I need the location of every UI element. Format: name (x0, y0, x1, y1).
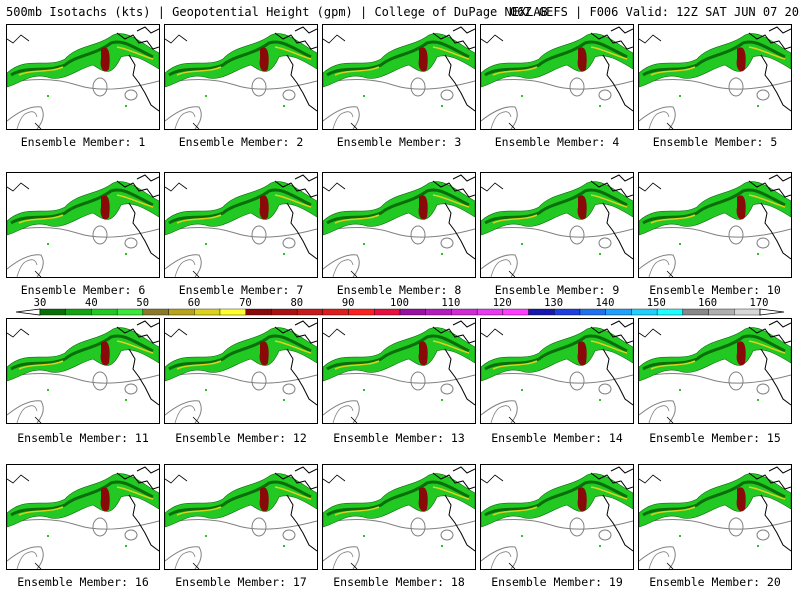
ensemble-member-map (480, 172, 634, 278)
colorbar-swatch (116, 308, 144, 316)
ensemble-member-label: Ensemble Member: 12 (175, 431, 307, 445)
ensemble-member-label: Ensemble Member: 3 (336, 135, 462, 149)
title-text: 500mb Isotachs (kts) | Geopotential Heig… (6, 5, 548, 19)
colorbar-tick-label: 100 (390, 297, 409, 309)
colorbar-swatch (296, 308, 324, 316)
colorbar-tick-label: 140 (595, 297, 615, 309)
ensemble-member-map (480, 464, 634, 570)
ensemble-member-map (164, 24, 318, 130)
ensemble-member-map (6, 318, 160, 424)
ensemble-member-map (164, 318, 318, 424)
ensemble-member-label: Ensemble Member: 15 (649, 431, 781, 445)
ensemble-member-label: Ensemble Member: 11 (17, 431, 149, 445)
ensemble-member-label: Ensemble Member: 7 (178, 283, 304, 297)
ensemble-member-map (638, 464, 792, 570)
ensemble-member-map (322, 464, 476, 570)
colorbar-swatch (245, 308, 272, 316)
ensemble-member-label: Ensemble Member: 10 (649, 283, 781, 297)
colorbar-swatch (374, 308, 401, 316)
ensemble-member-label: Ensemble Member: 1 (20, 135, 146, 149)
colorbar-swatch (682, 308, 709, 316)
colorbar-swatch (656, 308, 684, 316)
run-info: 06Z GEFS | F006 Valid: 12Z SAT JUN 07 20… (510, 5, 800, 19)
map-title: 500mb Isotachs (kts) | Geopotential Heig… (6, 4, 800, 20)
colorbar-tick-label: 70 (239, 297, 252, 309)
ensemble-member-label: Ensemble Member: 18 (333, 575, 465, 589)
colorbar-swatch (631, 308, 658, 316)
ensemble-member-label: Ensemble Member: 19 (491, 575, 623, 589)
colorbar-swatch (734, 308, 761, 316)
colorbar-swatch (142, 308, 169, 316)
colorbar-tick-label: 160 (698, 297, 718, 309)
ensemble-member-map (480, 24, 634, 130)
ensemble-member-map (638, 24, 792, 130)
ensemble-member-label: Ensemble Member: 14 (491, 431, 623, 445)
colorbar-swatch (528, 308, 555, 316)
colorbar-tick-label: 60 (187, 297, 201, 309)
colorbar-tick-label: 170 (749, 297, 769, 309)
colorbar-swatch (476, 308, 504, 316)
colorbar-tick-label: 120 (492, 297, 512, 309)
colorbar-swatch (579, 308, 606, 316)
ensemble-member-map (322, 24, 476, 130)
colorbar-swatch (322, 308, 349, 316)
colorbar-tick-label: 30 (33, 297, 47, 309)
colorbar-swatch (399, 308, 426, 316)
colorbar-tick-label: 80 (290, 297, 304, 309)
ensemble-member-map (6, 172, 160, 278)
ensemble-member-map (6, 24, 160, 130)
colorbar-swatch (271, 308, 298, 316)
colorbar-swatch (65, 308, 92, 316)
colorbar-swatch (194, 308, 221, 316)
colorbar-swatch (605, 308, 632, 316)
colorbar-swatch (91, 308, 118, 316)
colorbar-swatch (348, 308, 375, 316)
isotach-colorbar (15, 308, 785, 316)
ensemble-member-map (6, 464, 160, 570)
ensemble-member-map (164, 464, 318, 570)
colorbar-swatch (502, 308, 529, 316)
colorbar-tick-label: 150 (646, 297, 666, 309)
colorbar-tick-label: 90 (341, 297, 355, 309)
ensemble-member-map (164, 172, 318, 278)
ensemble-member-label: Ensemble Member: 6 (20, 283, 146, 297)
colorbar-left-arrow (15, 308, 41, 316)
colorbar-right-arrow (759, 308, 785, 316)
ensemble-member-map (322, 172, 476, 278)
colorbar-tick-label: 130 (544, 297, 564, 309)
ensemble-member-label: Ensemble Member: 5 (652, 135, 778, 149)
colorbar-tick-label: 110 (441, 297, 461, 309)
ensemble-member-label: Ensemble Member: 20 (649, 575, 781, 589)
colorbar-tick-label: 40 (85, 297, 98, 309)
ensemble-member-label: Ensemble Member: 16 (17, 575, 149, 589)
ensemble-member-label: Ensemble Member: 13 (333, 431, 465, 445)
ensemble-member-label: Ensemble Member: 4 (494, 135, 620, 149)
ensemble-member-map (638, 318, 792, 424)
ensemble-member-map (480, 318, 634, 424)
colorbar-tick-label: 50 (136, 297, 150, 309)
colorbar-swatch (554, 308, 581, 316)
colorbar-swatch (39, 308, 66, 316)
colorbar-swatch (708, 308, 735, 316)
ensemble-member-label: Ensemble Member: 2 (178, 135, 304, 149)
colorbar-swatch (168, 308, 195, 316)
ensemble-member-map (638, 172, 792, 278)
colorbar-swatch (425, 308, 452, 316)
ensemble-member-label: Ensemble Member: 8 (336, 283, 462, 297)
ensemble-member-label: Ensemble Member: 17 (175, 575, 307, 589)
colorbar-swatch (219, 308, 246, 316)
ensemble-member-map (322, 318, 476, 424)
ensemble-member-label: Ensemble Member: 9 (494, 283, 620, 297)
colorbar-swatch (451, 308, 478, 316)
